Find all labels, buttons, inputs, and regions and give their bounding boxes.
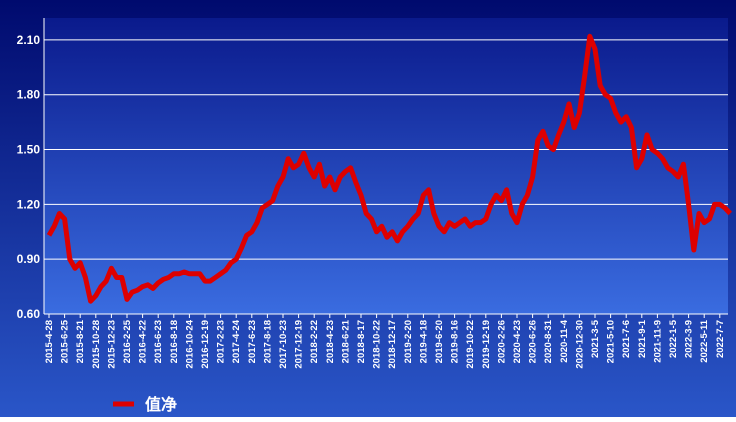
x-tick-label: 2022-1-5 — [668, 319, 679, 358]
x-tick-label: 2022-7-7 — [715, 320, 726, 358]
y-tick-label: 1.80 — [17, 88, 41, 102]
x-tick-label: 2016-10-24 — [184, 319, 195, 368]
plot-area — [44, 18, 728, 314]
x-tick-label: 2020-12-30 — [574, 320, 585, 369]
legend-label: 值净 — [145, 395, 177, 414]
x-tick-label: 2019-8-16 — [450, 320, 461, 363]
x-tick-label: 2019-2-20 — [403, 320, 414, 363]
x-tick-label: 2020-2-26 — [496, 320, 507, 363]
x-tick-label: 2016-4-22 — [138, 320, 149, 363]
y-tick-label: 2.10 — [17, 33, 41, 47]
x-tick-label: 2015-12-23 — [106, 320, 117, 369]
x-tick-label: 2019-10-22 — [465, 320, 476, 369]
x-tick-label: 2022-3-9 — [684, 320, 695, 358]
x-tick-label: 2015-10-28 — [91, 320, 102, 369]
x-tick-label: 2018-8-17 — [356, 320, 367, 363]
x-tick-label: 2019-12-19 — [481, 320, 492, 369]
x-tick-label: 2020-11-4 — [559, 319, 570, 363]
x-tick-label: 2018-6-21 — [340, 319, 351, 363]
y-tick-label: 0.60 — [17, 307, 41, 321]
x-tick-label: 2021-9-1 — [637, 319, 648, 358]
y-tick-label: 0.90 — [17, 252, 41, 266]
x-tick-label: 2018-10-22 — [372, 320, 383, 369]
y-tick-label: 1.50 — [17, 143, 41, 157]
x-tick-label: 2015-4-28 — [44, 320, 55, 363]
x-tick-label: 2022-5-11 — [699, 319, 710, 363]
x-tick-label: 2017-8-18 — [262, 320, 273, 363]
x-tick-label: 2021-7-6 — [621, 320, 632, 358]
x-tick-label: 2017-4-24 — [231, 319, 242, 363]
x-tick-label: 2018-12-17 — [387, 320, 398, 369]
x-tick-label: 2017-10-23 — [278, 320, 289, 369]
x-tick-label: 2021-11-9 — [652, 320, 663, 363]
x-tick-label: 2019-4-18 — [418, 320, 429, 363]
x-tick-label: 2018-2-22 — [309, 320, 320, 363]
x-tick-label: 2017-6-23 — [247, 320, 258, 363]
x-tick-label: 2021-5-10 — [606, 320, 617, 363]
x-tick-label: 2015-6-25 — [60, 319, 71, 363]
x-tick-label: 2017-2-23 — [216, 320, 227, 363]
x-tick-label: 2019-6-20 — [434, 320, 445, 363]
x-tick-label: 2020-4-23 — [512, 320, 523, 363]
x-tick-label: 2020-6-26 — [528, 320, 539, 363]
x-tick-label: 2016-2-25 — [122, 319, 133, 363]
x-tick-label: 2020-8-31 — [543, 319, 554, 363]
x-tick-label: 2017-12-19 — [294, 320, 305, 369]
y-tick-label: 1.20 — [17, 197, 41, 211]
x-tick-label: 2016-12-19 — [200, 320, 211, 369]
line — [46, 33, 733, 304]
x-tick-label: 2016-6-23 — [153, 320, 164, 363]
x-tick-label: 2021-3-5 — [590, 319, 601, 358]
x-tick-label: 2016-8-18 — [169, 320, 180, 363]
x-tick-label: 2015-8-21 — [75, 319, 86, 363]
x-tick-label: 2018-4-23 — [325, 320, 336, 363]
